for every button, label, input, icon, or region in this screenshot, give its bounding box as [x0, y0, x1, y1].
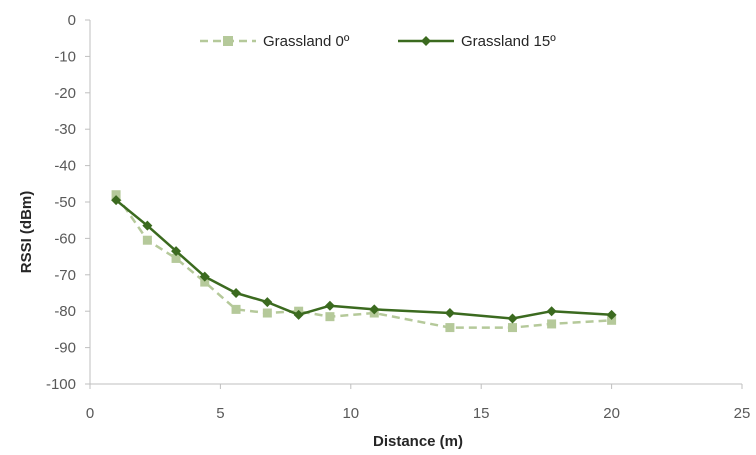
y-axis-ticks: 0 -10 -20 -30 -40 -50 -60 -70 -80 -90 -100: [46, 12, 90, 393]
data-point: [171, 253, 181, 263]
series-grassland-15: [111, 195, 617, 324]
data-point: [547, 319, 557, 329]
data-point: [444, 308, 455, 319]
y-axis-title: RSSI (dBm): [18, 191, 35, 274]
y-tick-label: -60: [54, 230, 76, 247]
data-point: [142, 220, 153, 231]
series-layer: [111, 190, 617, 333]
data-point: [231, 288, 242, 298]
x-axis-ticks: 0 5 10 15 20 25: [86, 384, 751, 422]
y-tick-label: -100: [46, 376, 76, 393]
data-point: [293, 309, 304, 320]
data-point: [262, 308, 272, 318]
x-tick-label: 0: [86, 405, 94, 422]
data-point: [369, 304, 380, 315]
data-point: [607, 315, 617, 325]
data-point: [262, 297, 273, 308]
y-tick-label: -30: [54, 121, 76, 138]
y-tick-label: -40: [54, 158, 76, 175]
data-point: [325, 312, 335, 322]
data-point: [507, 323, 517, 333]
data-point: [606, 309, 617, 320]
y-tick-label: 0: [68, 12, 76, 29]
data-point: [445, 323, 455, 333]
y-tick-label: -10: [54, 48, 76, 65]
data-point: [171, 246, 182, 257]
legend-item-grassland-0: Grassland 0º: [200, 33, 350, 50]
legend-item-grassland-15: Grassland 15º: [398, 33, 556, 50]
y-tick-label: -50: [54, 194, 76, 211]
data-point: [507, 313, 518, 324]
x-tick-label: 5: [216, 405, 224, 422]
series-line: [115, 199, 612, 320]
data-point: [546, 306, 557, 317]
x-tick-label: 15: [473, 405, 490, 422]
y-tick-label: -80: [54, 303, 76, 320]
legend-label-grassland-0: Grassland 0º: [263, 33, 350, 50]
x-tick-label: 25: [734, 405, 751, 422]
y-tick-label: -70: [54, 267, 76, 284]
legend: Grassland 0º Grassland 15º: [200, 33, 556, 50]
x-tick-label: 10: [342, 405, 359, 422]
y-tick-label: -90: [54, 340, 76, 357]
data-point: [142, 235, 152, 245]
data-point: [111, 190, 121, 200]
y-tick-label: -20: [54, 85, 76, 102]
data-point: [200, 277, 210, 287]
legend-label-grassland-15: Grassland 15º: [461, 33, 556, 50]
plot-area: [89, 20, 742, 385]
data-point: [111, 195, 122, 206]
data-point: [324, 300, 335, 311]
data-point: [199, 271, 210, 282]
data-point: [231, 304, 241, 314]
x-tick-label: 20: [603, 405, 620, 422]
x-axis-title: Distance (m): [373, 433, 463, 450]
